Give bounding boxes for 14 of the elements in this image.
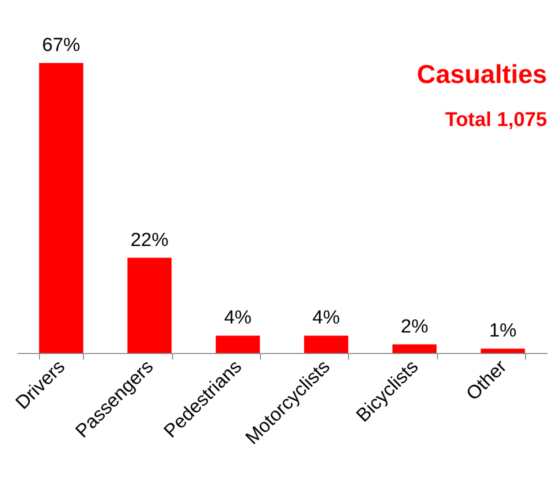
data-label: 22% — [130, 230, 169, 251]
chart-title: Casualties — [416, 59, 547, 89]
bar — [304, 336, 348, 353]
bar — [216, 336, 260, 353]
data-label: 4% — [224, 308, 252, 329]
bar — [392, 344, 437, 353]
bar — [480, 348, 525, 353]
bar — [127, 258, 172, 353]
bar — [39, 63, 84, 353]
data-label: 2% — [400, 316, 428, 338]
data-label: 67% — [42, 35, 80, 56]
data-label: 4% — [312, 308, 340, 329]
text: Total 1,075 — [445, 109, 547, 131]
data-label: 1% — [489, 320, 517, 342]
